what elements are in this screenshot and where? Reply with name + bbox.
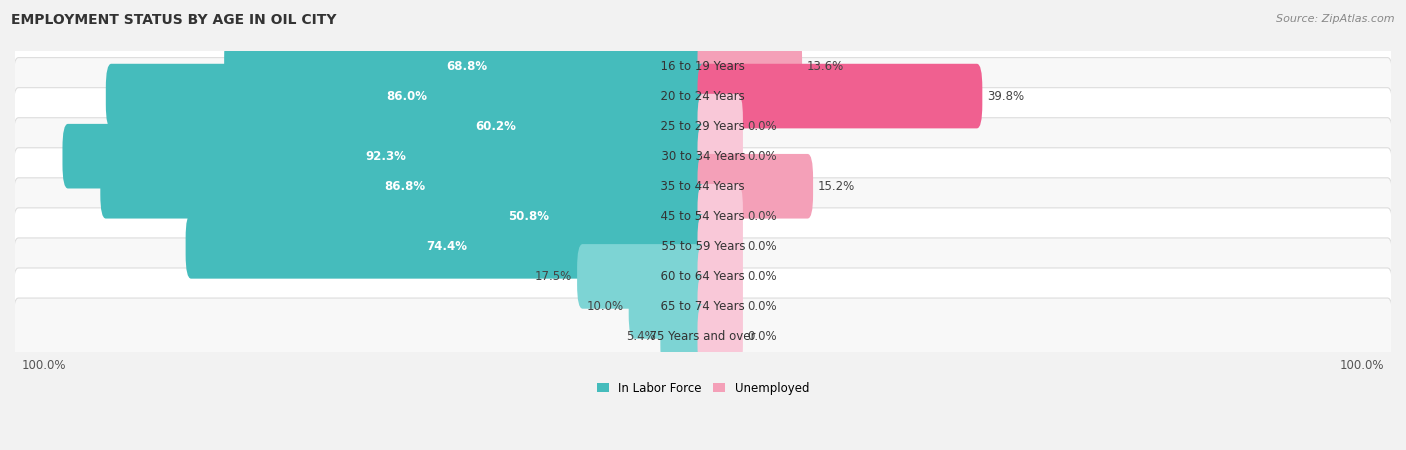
FancyBboxPatch shape xyxy=(697,64,983,128)
FancyBboxPatch shape xyxy=(13,148,1393,225)
Text: 60 to 64 Years: 60 to 64 Years xyxy=(654,270,752,283)
Text: 86.0%: 86.0% xyxy=(387,90,427,103)
Text: 0.0%: 0.0% xyxy=(748,120,778,133)
FancyBboxPatch shape xyxy=(697,244,742,309)
FancyBboxPatch shape xyxy=(224,34,709,99)
Text: 39.8%: 39.8% xyxy=(987,90,1024,103)
Text: 5.4%: 5.4% xyxy=(626,330,655,343)
Text: 60.2%: 60.2% xyxy=(475,120,516,133)
Text: 68.8%: 68.8% xyxy=(446,59,486,72)
Text: 100.0%: 100.0% xyxy=(22,359,66,372)
FancyBboxPatch shape xyxy=(13,118,1393,195)
FancyBboxPatch shape xyxy=(13,268,1393,345)
Text: 75 Years and over: 75 Years and over xyxy=(643,330,763,343)
Text: 0.0%: 0.0% xyxy=(748,210,778,223)
FancyBboxPatch shape xyxy=(186,214,709,279)
Text: 13.6%: 13.6% xyxy=(807,59,844,72)
FancyBboxPatch shape xyxy=(697,184,742,248)
FancyBboxPatch shape xyxy=(576,244,709,309)
Text: 25 to 29 Years: 25 to 29 Years xyxy=(654,120,752,133)
FancyBboxPatch shape xyxy=(13,178,1393,255)
Text: 20 to 24 Years: 20 to 24 Years xyxy=(654,90,752,103)
Text: 100.0%: 100.0% xyxy=(1340,359,1384,372)
Text: 50.8%: 50.8% xyxy=(508,210,548,223)
FancyBboxPatch shape xyxy=(628,274,709,339)
FancyBboxPatch shape xyxy=(13,208,1393,285)
FancyBboxPatch shape xyxy=(697,34,801,99)
Text: 10.0%: 10.0% xyxy=(586,300,624,313)
Text: 0.0%: 0.0% xyxy=(748,270,778,283)
FancyBboxPatch shape xyxy=(697,214,742,279)
Text: 65 to 74 Years: 65 to 74 Years xyxy=(654,300,752,313)
FancyBboxPatch shape xyxy=(13,298,1393,375)
Legend: In Labor Force, Unemployed: In Labor Force, Unemployed xyxy=(592,377,814,400)
Text: Source: ZipAtlas.com: Source: ZipAtlas.com xyxy=(1277,14,1395,23)
Text: 15.2%: 15.2% xyxy=(818,180,855,193)
FancyBboxPatch shape xyxy=(697,124,742,189)
FancyBboxPatch shape xyxy=(13,238,1393,315)
FancyBboxPatch shape xyxy=(697,94,742,158)
Text: 30 to 34 Years: 30 to 34 Years xyxy=(654,150,752,163)
FancyBboxPatch shape xyxy=(697,274,742,339)
FancyBboxPatch shape xyxy=(13,27,1393,104)
FancyBboxPatch shape xyxy=(13,88,1393,165)
Text: 74.4%: 74.4% xyxy=(426,240,468,253)
FancyBboxPatch shape xyxy=(349,184,709,248)
Text: 35 to 44 Years: 35 to 44 Years xyxy=(654,180,752,193)
Text: 0.0%: 0.0% xyxy=(748,300,778,313)
FancyBboxPatch shape xyxy=(284,94,709,158)
FancyBboxPatch shape xyxy=(697,154,813,219)
Text: 0.0%: 0.0% xyxy=(748,150,778,163)
FancyBboxPatch shape xyxy=(13,58,1393,135)
FancyBboxPatch shape xyxy=(100,154,709,219)
FancyBboxPatch shape xyxy=(697,304,742,369)
Text: 0.0%: 0.0% xyxy=(748,330,778,343)
Text: 17.5%: 17.5% xyxy=(536,270,572,283)
Text: 86.8%: 86.8% xyxy=(384,180,425,193)
Text: EMPLOYMENT STATUS BY AGE IN OIL CITY: EMPLOYMENT STATUS BY AGE IN OIL CITY xyxy=(11,14,337,27)
FancyBboxPatch shape xyxy=(62,124,709,189)
FancyBboxPatch shape xyxy=(105,64,709,128)
Text: 92.3%: 92.3% xyxy=(366,150,406,163)
Text: 55 to 59 Years: 55 to 59 Years xyxy=(654,240,752,253)
Text: 16 to 19 Years: 16 to 19 Years xyxy=(654,59,752,72)
Text: 45 to 54 Years: 45 to 54 Years xyxy=(654,210,752,223)
Text: 0.0%: 0.0% xyxy=(748,240,778,253)
FancyBboxPatch shape xyxy=(661,304,709,369)
